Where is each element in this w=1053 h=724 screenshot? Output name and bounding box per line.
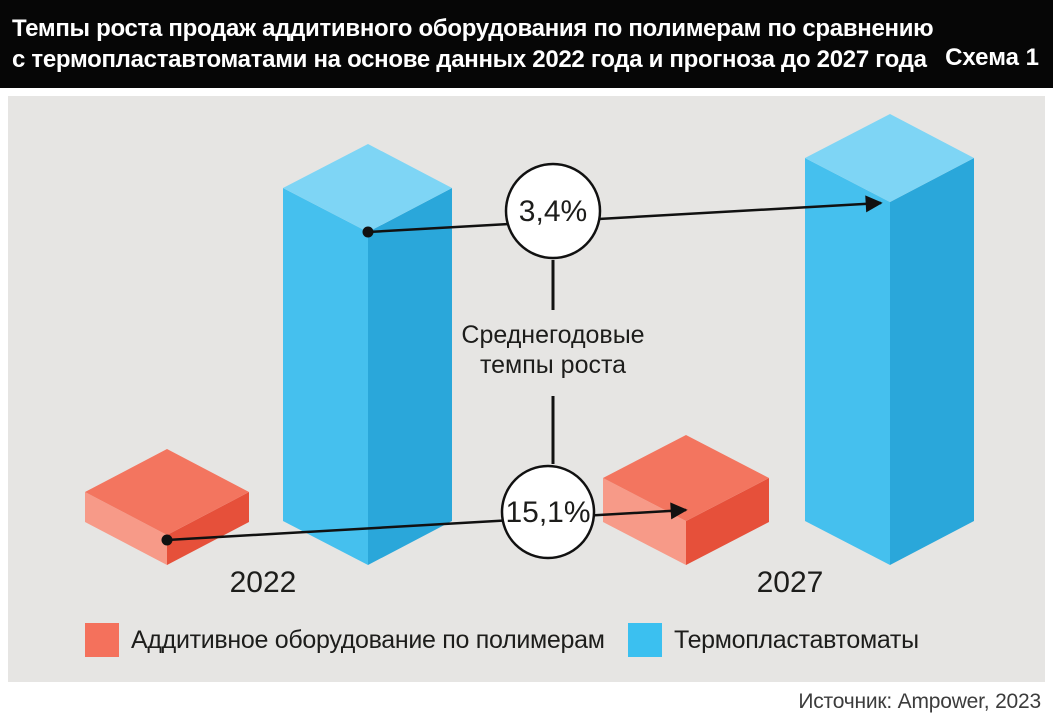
legend-label-thermoplast: Термопластавтоматы xyxy=(674,626,919,654)
year-label-2027: 2027 xyxy=(757,566,824,599)
legend-swatch-additive xyxy=(85,623,119,657)
growth-value-thermoplast: 3,4% xyxy=(519,195,587,228)
annotation-line-2: темпы роста xyxy=(480,351,626,379)
bar-thermoplast-2027 xyxy=(805,114,974,565)
chart-panel: 3,4% 15,1% Среднегодовые темпы роста 202… xyxy=(8,96,1045,682)
annotation-line-1: Среднегодовые xyxy=(461,321,644,349)
header: Темпы роста продаж аддитивного оборудова… xyxy=(0,0,1053,88)
growth-arrow-thermoplast-origin-dot xyxy=(362,226,374,238)
growth-badge-additive-circle xyxy=(500,464,596,560)
bar-additive-2022-top-face xyxy=(85,449,249,535)
growth-arrow-additive-origin-dot xyxy=(161,534,173,546)
bar-additive-2027-top-face xyxy=(603,435,769,521)
bar-additive-2027-right-face xyxy=(686,478,769,565)
bar-additive-2022-left-face xyxy=(85,492,167,565)
bar-additive-2027-left-face xyxy=(603,478,686,565)
bar-thermoplast-2027-left-face xyxy=(805,158,890,565)
growth-badge-thermoplast: 3,4% xyxy=(504,162,602,260)
bar-additive-2022-right-face xyxy=(167,492,249,565)
legend-label-additive: Аддитивное оборудование по полимерам xyxy=(131,626,605,654)
title-line-1: Темпы роста продаж аддитивного оборудова… xyxy=(12,15,934,42)
growth-arrow-thermoplast xyxy=(367,195,883,234)
bar-additive-2022 xyxy=(85,449,249,565)
bar-thermoplast-2027-right-face xyxy=(890,158,974,565)
title-line-2: с термопластавтоматами на основе данных … xyxy=(12,46,927,73)
bar-thermoplast-2022 xyxy=(283,144,452,565)
year-label-2022: 2022 xyxy=(230,566,297,599)
bar-thermoplast-2022-top-face xyxy=(283,144,452,232)
source-label: Источник: Ampower, 2023 xyxy=(798,690,1041,713)
growth-badge-additive: 15,1% xyxy=(500,464,596,560)
scheme-label: Схема 1 xyxy=(945,44,1039,71)
growth-value-additive: 15,1% xyxy=(505,496,590,529)
growth-arrow-additive xyxy=(166,502,688,542)
bar-thermoplast-2027-top-face xyxy=(805,114,974,202)
bar-thermoplast-2022-right-face xyxy=(368,188,452,565)
bar-additive-2027 xyxy=(603,435,769,565)
growth-badge-thermoplast-circle xyxy=(504,162,602,260)
bar-thermoplast-2022-left-face xyxy=(283,188,368,565)
legend-swatch-thermoplast xyxy=(628,623,662,657)
chart-canvas: 3,4% 15,1% Среднегодовые темпы роста 202… xyxy=(85,114,974,599)
chart-title: Темпы роста продаж аддитивного оборудова… xyxy=(12,13,934,75)
